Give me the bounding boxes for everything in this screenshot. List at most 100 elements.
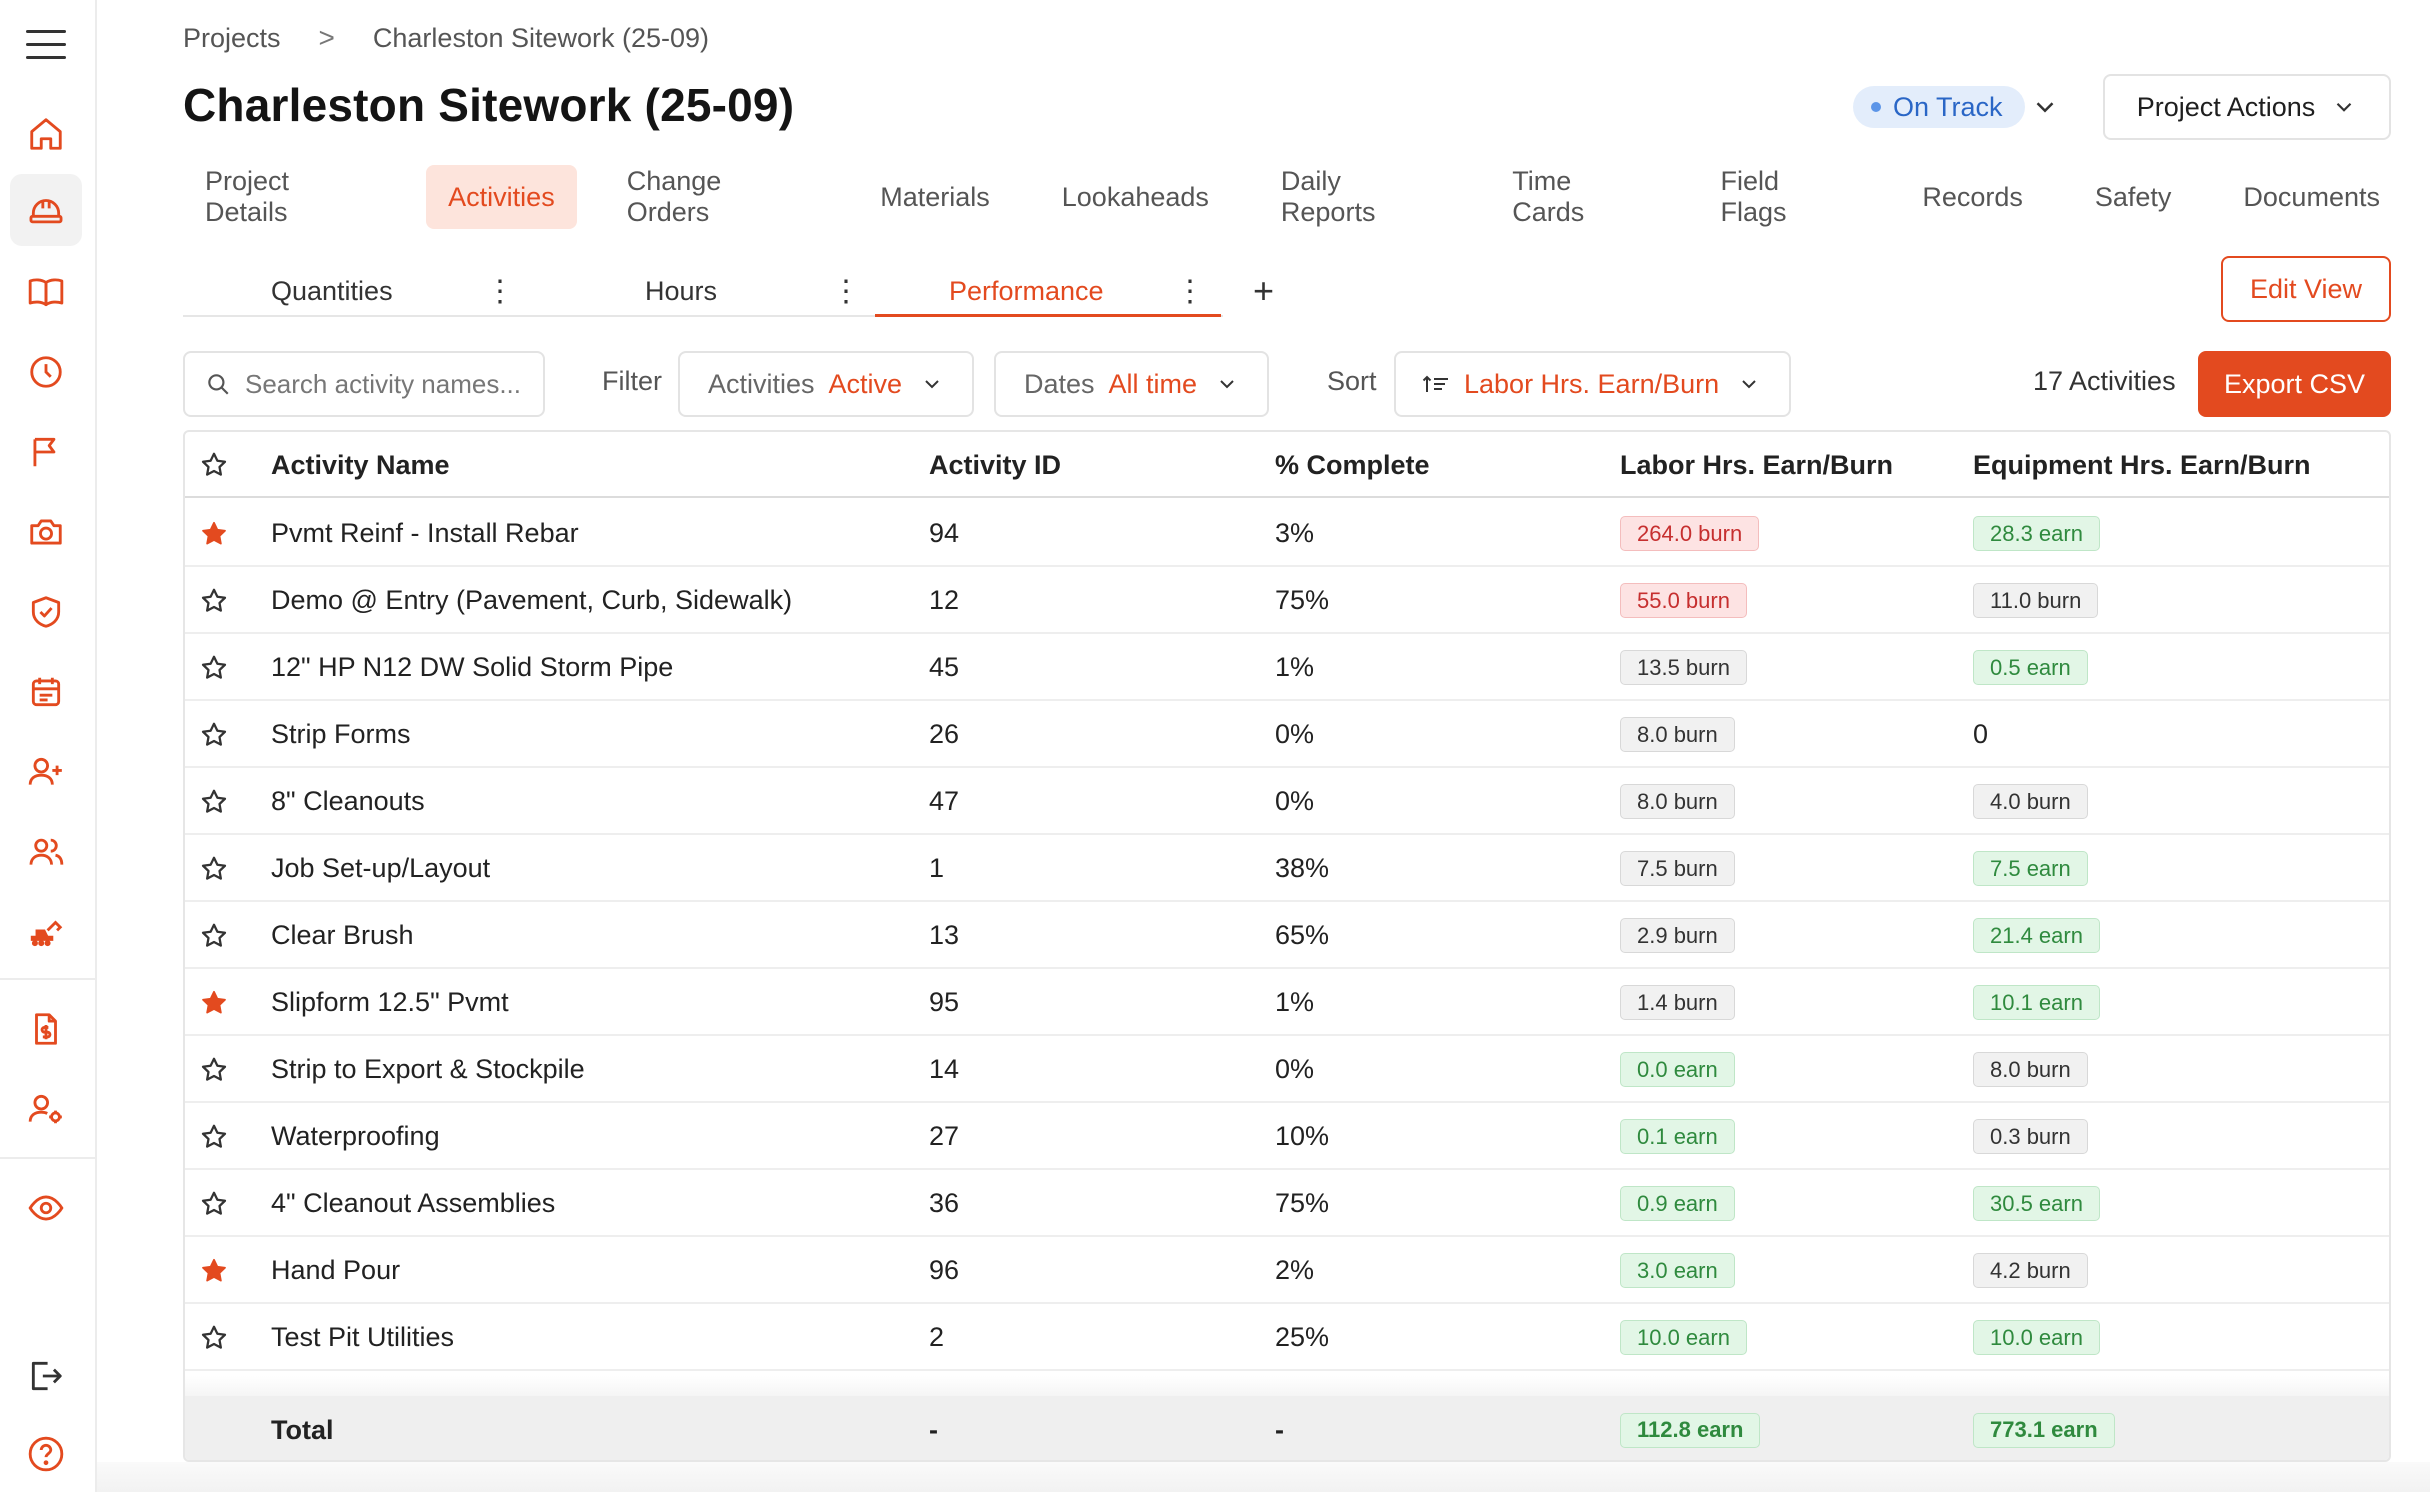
activity-name[interactable]: Pvmt Reinf - Install Rebar [271, 518, 579, 548]
column-header-activity-name[interactable]: Activity Name [271, 449, 450, 480]
table-row[interactable]: Slipform 12.5" Pvmt 95 1% 1.4 burn 10.1 earn [185, 969, 2389, 1036]
hardhat-icon[interactable] [10, 174, 82, 246]
calendar-icon[interactable] [10, 656, 82, 728]
user-plus-icon[interactable] [10, 736, 82, 808]
view-tab-performance[interactable]: Performance [949, 265, 1104, 317]
flag-icon[interactable] [10, 416, 82, 488]
star-outline-icon[interactable] [199, 1055, 229, 1085]
column-header-equipment-hours[interactable]: Equipment Hrs. Earn/Burn [1973, 449, 2311, 480]
table-row[interactable]: Waterproofing 27 10% 0.1 earn 0.3 burn [185, 1103, 2389, 1170]
star-outline-icon[interactable] [199, 586, 229, 616]
table-row[interactable]: Hand Pour 96 2% 3.0 earn 4.2 burn [185, 1237, 2389, 1304]
table-row[interactable]: Strip Forms 26 0% 8.0 burn 0 [185, 701, 2389, 768]
table-row[interactable]: Job Set-up/Layout 1 38% 7.5 burn 7.5 earn [185, 835, 2389, 902]
dropdown-name: Dates [1024, 368, 1095, 399]
view-tab-hours[interactable]: Hours [645, 265, 717, 317]
tab-change-orders[interactable]: Change Orders [626, 166, 722, 227]
tab-safety[interactable]: Safety [2094, 181, 2172, 212]
page-title: Charleston Sitework (25-09) [183, 79, 795, 131]
table-row[interactable]: Strip to Export & Stockpile 14 0% 0.0 earn 8… [185, 1036, 2389, 1103]
status-badge[interactable]: On Track [1853, 86, 2025, 128]
equipment-hours-cell: 30.5 earn [1973, 1170, 2100, 1237]
activity-name[interactable]: 4" Cleanout Assemblies [271, 1188, 556, 1218]
activity-name[interactable]: Clear Brush [271, 920, 414, 950]
project-actions-label: Project Actions [2136, 91, 2316, 122]
star-outline-icon[interactable] [199, 787, 229, 817]
table-row[interactable]: Pvmt Reinf - Install Rebar 94 3% 264.0 burn… [185, 500, 2389, 567]
activity-id: 26 [929, 719, 960, 749]
column-header-percent-complete[interactable]: % Complete [1275, 449, 1430, 480]
tab-daily-reports[interactable]: Daily Reports [1280, 166, 1376, 227]
equipment-hours-cell: 21.4 earn [1973, 902, 2100, 969]
column-header-labor-hours[interactable]: Labor Hrs. Earn/Burn [1620, 449, 1894, 480]
activity-name[interactable]: Strip to Export & Stockpile [271, 1054, 585, 1084]
tab-lookaheads[interactable]: Lookaheads [1061, 181, 1209, 212]
activity-name[interactable]: Job Set-up/Layout [271, 853, 491, 883]
excavator-icon[interactable] [10, 896, 82, 968]
dates-filter-dropdown[interactable]: Dates All time [994, 351, 1270, 417]
chevron-down-icon[interactable] [2030, 92, 2060, 122]
sort-dropdown[interactable]: Labor Hrs. Earn/Burn [1394, 351, 1792, 417]
tab-documents[interactable]: Documents [2243, 181, 2380, 212]
table-row[interactable]: Clear Brush 13 65% 2.9 burn 21.4 earn [185, 902, 2389, 969]
search-input[interactable] [245, 368, 525, 400]
equipment-hours-badge: 10.0 earn [1973, 1320, 2100, 1355]
activity-name[interactable]: Slipform 12.5" Pvmt [271, 987, 509, 1017]
tab-time-cards[interactable]: Time Cards [1512, 166, 1585, 227]
user-gear-icon[interactable] [10, 1073, 82, 1145]
menu-icon[interactable] [26, 30, 66, 60]
star-outline-icon[interactable] [199, 450, 229, 480]
book-icon[interactable] [10, 256, 82, 328]
activity-id: 96 [929, 1255, 960, 1285]
star-outline-icon[interactable] [199, 854, 229, 884]
star-filled-icon[interactable] [199, 519, 229, 549]
percent-complete: 3% [1275, 518, 1315, 548]
table-row[interactable]: Test Pit Utilities 2 25% 10.0 earn 10.0 earn [185, 1304, 2389, 1371]
users-icon[interactable] [10, 816, 82, 888]
tab-field-flags[interactable]: Field Flags [1720, 166, 1787, 227]
column-header-activity-id[interactable]: Activity ID [929, 449, 1062, 480]
star-outline-icon[interactable] [199, 1122, 229, 1152]
eye-icon[interactable] [10, 1172, 82, 1244]
scroll-fade [185, 1376, 2389, 1396]
add-view-button[interactable]: + [1253, 270, 1275, 311]
breadcrumb-parent[interactable]: Projects [183, 22, 281, 53]
star-outline-icon[interactable] [199, 1323, 229, 1353]
view-tab-quantities[interactable]: Quantities [271, 265, 393, 317]
camera-icon[interactable] [10, 496, 82, 568]
help-icon[interactable] [10, 1418, 82, 1490]
table-row[interactable]: 8" Cleanouts 47 0% 8.0 burn 4.0 burn [185, 768, 2389, 835]
activity-name[interactable]: 8" Cleanouts [271, 786, 425, 816]
equipment-hours-cell: 28.3 earn [1973, 500, 2100, 567]
activity-name[interactable]: Strip Forms [271, 719, 411, 749]
home-icon[interactable] [10, 98, 82, 170]
activity-name[interactable]: Demo @ Entry (Pavement, Curb, Sidewalk) [271, 585, 793, 615]
tab-materials[interactable]: Materials [880, 181, 990, 212]
document-dollar-icon[interactable] [10, 993, 82, 1065]
project-actions-button[interactable]: Project Actions [2103, 74, 2391, 140]
star-outline-icon[interactable] [199, 653, 229, 683]
tab-activities[interactable]: Activities [426, 165, 577, 229]
star-outline-icon[interactable] [199, 921, 229, 951]
activity-name[interactable]: Waterproofing [271, 1121, 440, 1151]
table-row[interactable]: Demo @ Entry (Pavement, Curb, Sidewalk) 1… [185, 567, 2389, 634]
shield-icon[interactable] [10, 576, 82, 648]
activity-name[interactable]: Hand Pour [271, 1255, 401, 1285]
tab-project-details[interactable]: Project Details [205, 166, 290, 227]
tab-records[interactable]: Records [1922, 181, 2023, 212]
activities-filter-dropdown[interactable]: Activities Active [678, 351, 975, 417]
activity-name[interactable]: Test Pit Utilities [271, 1322, 455, 1352]
edit-view-button[interactable]: Edit View [2221, 256, 2391, 322]
star-outline-icon[interactable] [199, 720, 229, 750]
percent-complete: 65% [1275, 920, 1330, 950]
total-equipment-cell: 773.1 earn [1973, 1396, 2115, 1460]
export-csv-button[interactable]: Export CSV [2198, 351, 2391, 417]
star-filled-icon[interactable] [199, 1256, 229, 1286]
star-outline-icon[interactable] [199, 1189, 229, 1219]
table-row[interactable]: 12" HP N12 DW Solid Storm Pipe 45 1% 13.5 b… [185, 634, 2389, 701]
clock-icon[interactable] [10, 336, 82, 408]
logout-icon[interactable] [10, 1340, 82, 1412]
star-filled-icon[interactable] [199, 988, 229, 1018]
table-row[interactable]: 4" Cleanout Assemblies 36 75% 0.9 earn 30.5 … [185, 1170, 2389, 1237]
activity-name[interactable]: 12" HP N12 DW Solid Storm Pipe [271, 652, 674, 682]
